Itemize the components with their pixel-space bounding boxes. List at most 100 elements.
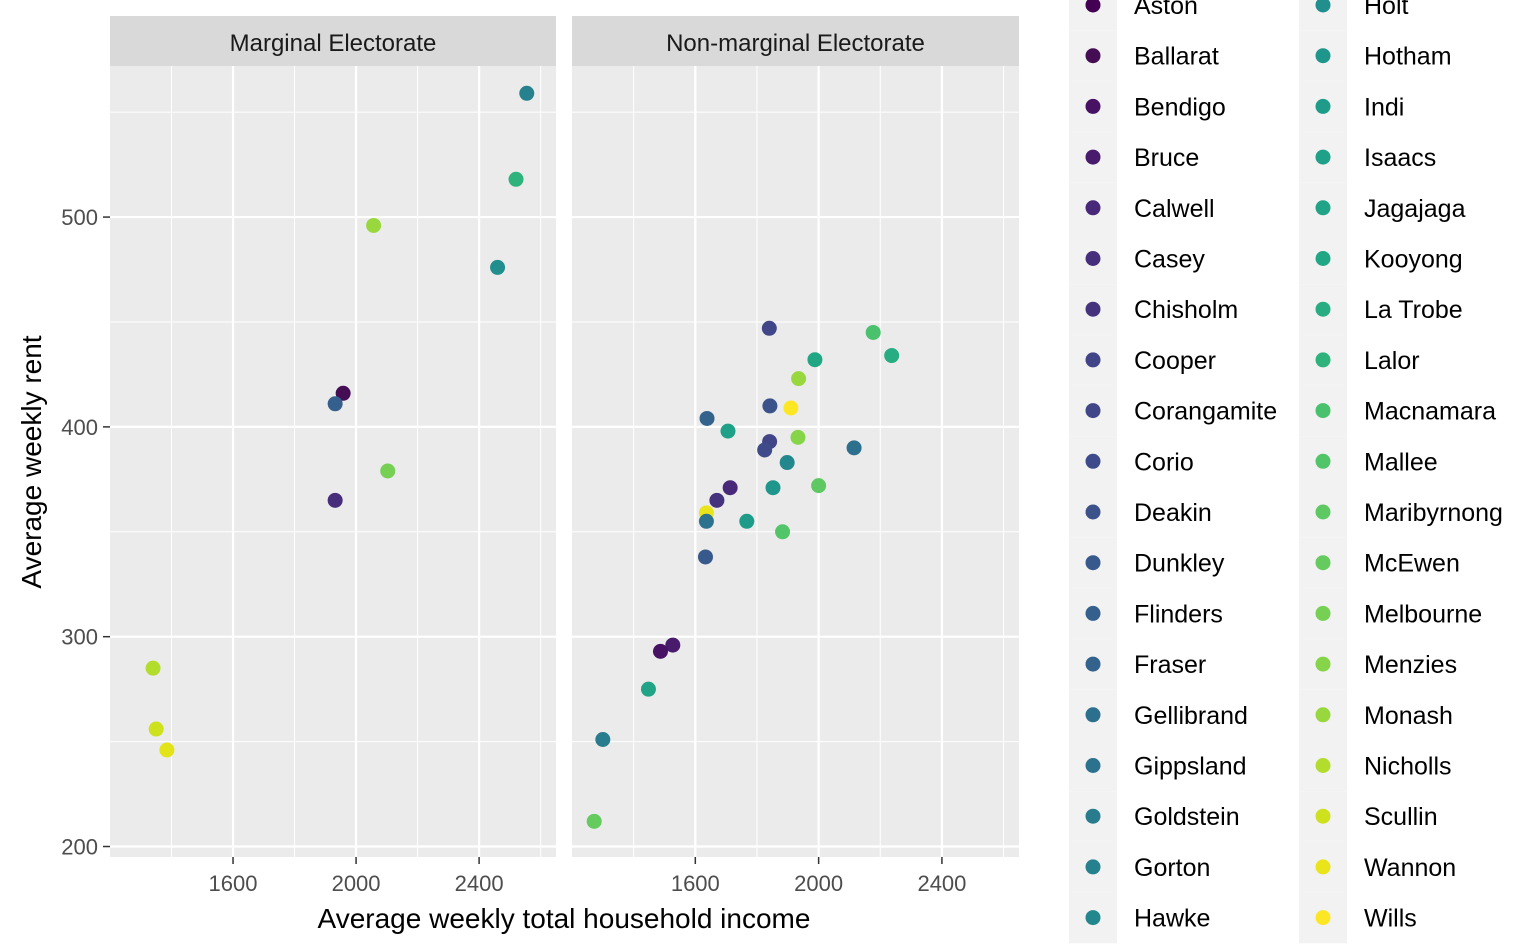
scatter-point	[790, 429, 806, 445]
x-tick-label: 2000	[794, 871, 843, 896]
legend-item: Chisholm	[1069, 284, 1238, 335]
legend-item: Ballarat	[1069, 30, 1219, 82]
x-axis: 1600 2000 2400 1600 2000 2400	[209, 857, 966, 896]
legend-swatch	[1315, 48, 1331, 64]
legend-label: Wannon	[1364, 854, 1456, 882]
legend-swatch	[1315, 808, 1331, 824]
scatter-point	[148, 721, 164, 737]
scatter-point	[145, 660, 161, 676]
legend-item: Kooyong	[1299, 233, 1463, 285]
legend-item: Nicholls	[1299, 740, 1452, 792]
scatter-point	[699, 410, 715, 426]
legend-item: Scullin	[1299, 791, 1438, 842]
legend-label: Maribyrnong	[1364, 499, 1503, 527]
legend-item: Casey	[1069, 233, 1205, 285]
legend-swatch	[1085, 453, 1101, 469]
legend-label: Deakin	[1134, 499, 1212, 527]
y-axis: 200 300 400 500	[61, 205, 110, 860]
legend-label: Flinders	[1134, 600, 1223, 628]
legend-swatch	[1315, 758, 1331, 773]
legend-item: Macnamara	[1299, 385, 1496, 437]
legend-swatch	[1315, 453, 1331, 469]
scatter-point	[722, 480, 738, 496]
legend-item: Monash	[1299, 689, 1453, 741]
legend-label: Holt	[1364, 0, 1409, 20]
legend-swatch	[1315, 504, 1331, 520]
scatter-point	[761, 320, 777, 336]
scatter-point	[779, 455, 795, 471]
scatter-point	[846, 440, 862, 456]
scatter-point	[720, 423, 736, 439]
facet-strip	[110, 16, 556, 66]
scatter-point	[652, 643, 668, 659]
legend-swatch	[1085, 48, 1101, 64]
legend-label: Ballarat	[1134, 43, 1219, 71]
scatter-point	[765, 480, 781, 496]
legend-swatch	[1085, 859, 1101, 875]
scatter-point	[490, 259, 506, 275]
legend-label: Corio	[1134, 448, 1194, 476]
legend-item: Maribyrnong	[1299, 487, 1503, 538]
scatter-point	[380, 463, 396, 479]
scatter-point	[697, 549, 713, 565]
legend-item: Holt	[1299, 0, 1409, 31]
legend-swatch	[1085, 504, 1101, 520]
legend-label: Macnamara	[1364, 398, 1496, 426]
legend-swatch	[1315, 859, 1331, 875]
legend-item: Cooper	[1069, 334, 1216, 386]
y-axis-title: Average weekly rent	[16, 335, 47, 588]
legend-label: McEwen	[1364, 550, 1460, 578]
legend-label: La Trobe	[1364, 296, 1463, 324]
legend-swatch	[1315, 910, 1331, 926]
legend-item: Aston	[1069, 0, 1198, 31]
legend-swatch	[1085, 149, 1101, 165]
legend-label: Cooper	[1134, 347, 1216, 375]
legend-item: Lalor	[1299, 334, 1420, 386]
legend-swatch	[1085, 605, 1101, 621]
scatter-point	[775, 524, 791, 540]
legend-label: Mallee	[1364, 448, 1438, 476]
legend-swatch	[1315, 555, 1331, 571]
y-tick-label: 300	[61, 625, 98, 650]
legend-item: Gippsland	[1069, 740, 1247, 792]
legend-item: Indi	[1299, 81, 1404, 133]
scatter-point	[366, 217, 382, 233]
legend-label: Melbourne	[1364, 600, 1482, 628]
legend-item: McEwen	[1299, 537, 1460, 589]
legend-swatch	[1085, 808, 1101, 824]
legend-label: Nicholls	[1364, 753, 1452, 781]
legend-label: Isaacs	[1364, 144, 1436, 172]
legend-item: Wills	[1299, 892, 1417, 944]
legend-item: Corio	[1069, 436, 1194, 487]
scatter-point	[586, 813, 602, 829]
x-axis-title: Average weekly total household income	[318, 903, 811, 934]
legend-swatch	[1085, 200, 1101, 216]
facet-panels: Marginal Electorate Non-marginal Electora…	[110, 16, 1019, 857]
legend-item: Mallee	[1299, 436, 1438, 487]
legend-swatch	[1315, 656, 1331, 672]
scatter-point	[865, 324, 881, 340]
legend-item: Gorton	[1069, 841, 1210, 893]
scatter-point	[757, 442, 773, 458]
legend-label: Indi	[1364, 93, 1404, 121]
legend-item: Bendigo	[1069, 81, 1226, 133]
legend-swatch	[1315, 403, 1331, 419]
facet-strip-label: Non-marginal Electorate	[666, 30, 925, 57]
scatter-point	[327, 492, 343, 508]
scatter-point	[595, 732, 611, 748]
scatter-point	[508, 171, 524, 187]
x-tick-label: 2000	[332, 871, 381, 896]
legend-label: Wills	[1364, 905, 1417, 933]
legend-swatch	[1315, 301, 1331, 317]
scatter-point	[640, 681, 656, 697]
scatter-point	[519, 85, 535, 101]
legend-swatch	[1085, 98, 1101, 114]
y-tick-label: 500	[61, 205, 98, 230]
legend-swatch	[1315, 352, 1331, 368]
scatter-point	[791, 371, 807, 387]
scatter-point	[698, 513, 714, 529]
legend-swatch	[1085, 301, 1101, 317]
legend-label: Bendigo	[1134, 93, 1226, 121]
legend-swatch	[1085, 251, 1101, 266]
